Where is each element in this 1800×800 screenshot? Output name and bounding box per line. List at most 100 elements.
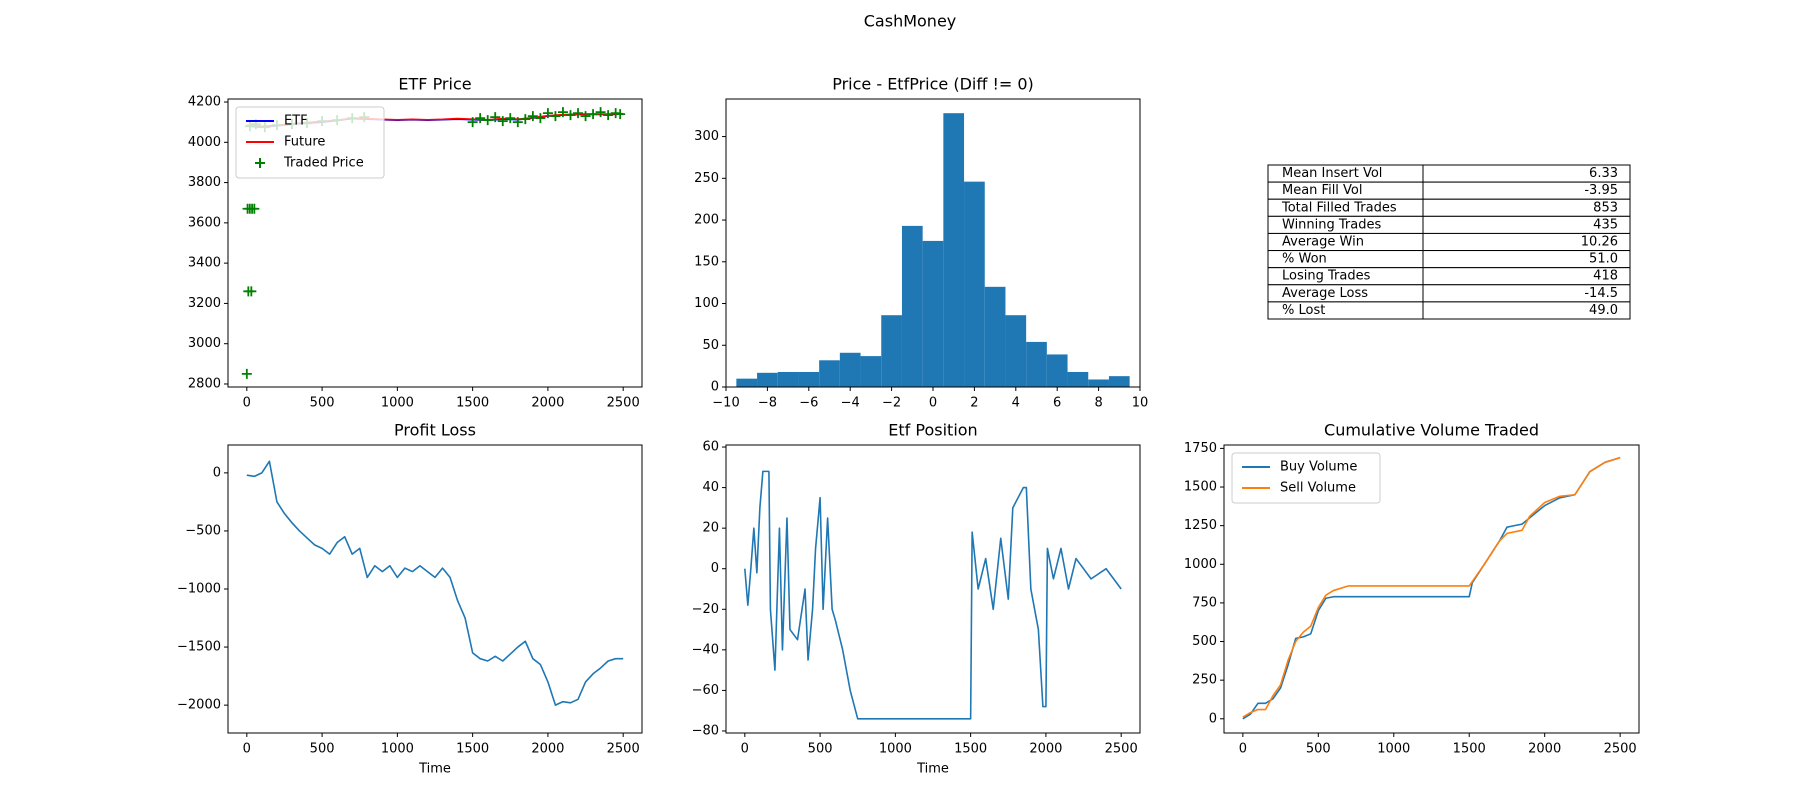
table-label: % Won xyxy=(1282,252,1327,267)
table-value: 853 xyxy=(1593,200,1618,215)
y-tick-label: 4200 xyxy=(188,95,221,110)
axes-frame xyxy=(1223,444,1640,734)
y-tick-label: −60 xyxy=(692,683,719,698)
table-value: 51.0 xyxy=(1589,252,1618,267)
table-value: 435 xyxy=(1593,217,1618,232)
series-line xyxy=(246,460,624,706)
x-tick-label: 500 xyxy=(310,742,335,757)
x-tick-label: −2 xyxy=(882,396,901,411)
table-label: % Lost xyxy=(1282,303,1325,318)
histogram-bar xyxy=(1026,341,1047,387)
legend-label: Traded Price xyxy=(283,156,364,171)
axes-frame xyxy=(725,98,1141,388)
axes-frame xyxy=(725,444,1141,734)
y-tick-label: 0 xyxy=(213,465,221,480)
y-tick-label: 0 xyxy=(711,380,719,395)
scatter-point xyxy=(520,114,531,125)
scatter-point xyxy=(588,109,599,120)
x-tick-label: −4 xyxy=(841,396,860,411)
scatter-point xyxy=(527,111,538,122)
legend-marker xyxy=(255,158,265,168)
x-tick-label: −10 xyxy=(712,396,739,411)
y-tick-label: 3000 xyxy=(188,336,221,351)
scatter-point xyxy=(557,107,568,118)
x-tick-label: 2500 xyxy=(1105,742,1138,757)
y-tick-label: 1250 xyxy=(1184,518,1217,533)
histogram-bar xyxy=(1088,379,1109,387)
histogram-bar xyxy=(901,225,923,387)
histogram-bar xyxy=(964,181,985,387)
x-tick-label: 500 xyxy=(808,742,833,757)
series-line xyxy=(1242,456,1621,718)
x-tick-label: 1000 xyxy=(381,396,414,411)
histogram-bar xyxy=(1067,371,1089,387)
histogram-bar xyxy=(943,113,965,387)
y-tick-label: −20 xyxy=(692,602,719,617)
x-tick-label: 1500 xyxy=(1453,742,1486,757)
histogram-bar xyxy=(736,378,758,387)
scatter-point xyxy=(595,107,606,118)
y-tick-label: 0 xyxy=(711,561,719,576)
scatter-point xyxy=(603,110,614,121)
axes-title: ETF Price xyxy=(398,75,471,94)
legend-label: ETF xyxy=(284,114,308,129)
scatter-point xyxy=(535,113,546,124)
y-tick-label: −1500 xyxy=(177,640,221,655)
table-label: Average Win xyxy=(1282,235,1364,250)
x-tick-label: 2500 xyxy=(607,742,640,757)
scatter-point xyxy=(241,368,252,379)
series-line xyxy=(1242,456,1621,720)
y-tick-label: −1000 xyxy=(177,582,221,597)
x-tick-label: 8 xyxy=(1094,396,1102,411)
histogram-bar xyxy=(1108,376,1130,387)
scatter-point xyxy=(573,108,584,119)
x-tick-label: 2500 xyxy=(607,396,640,411)
y-tick-label: −80 xyxy=(692,723,719,738)
x-tick-label: 2 xyxy=(970,396,978,411)
scatter-point xyxy=(490,112,501,123)
x-tick-label: 1000 xyxy=(381,742,414,757)
legend-label: Sell Volume xyxy=(1280,481,1356,496)
histogram-bar xyxy=(777,371,799,387)
table-label: Average Loss xyxy=(1282,286,1368,301)
table-label: Total Filled Trades xyxy=(1281,200,1397,215)
scatter-point xyxy=(246,286,257,297)
x-tick-label: 0 xyxy=(243,742,251,757)
x-tick-label: 2000 xyxy=(531,396,564,411)
scatter-point xyxy=(482,115,493,126)
x-tick-label: 2500 xyxy=(1604,742,1637,757)
table-value: 6.33 xyxy=(1589,166,1618,181)
y-tick-label: 1000 xyxy=(1184,557,1217,572)
axes-title: Cumulative Volume Traded xyxy=(1324,421,1539,440)
y-tick-label: 3400 xyxy=(188,256,221,271)
x-tick-label: 1500 xyxy=(954,742,987,757)
histogram-bar xyxy=(1046,354,1068,387)
scatter-point xyxy=(550,111,561,122)
x-tick-label: 1000 xyxy=(1377,742,1410,757)
table-label: Losing Trades xyxy=(1282,269,1371,284)
axes-frame xyxy=(227,444,643,734)
y-tick-label: 40 xyxy=(702,480,719,495)
x-axis-label: Time xyxy=(916,762,949,777)
scatter-point xyxy=(610,108,621,119)
y-tick-label: 20 xyxy=(702,521,719,536)
x-tick-label: −6 xyxy=(799,396,818,411)
figure-title: CashMoney xyxy=(864,12,957,31)
histogram-bar xyxy=(839,352,861,387)
y-tick-label: 3800 xyxy=(188,175,221,190)
y-tick-label: 2800 xyxy=(188,376,221,391)
histogram-bar xyxy=(860,356,882,387)
y-tick-label: −500 xyxy=(185,523,221,538)
table-label: Winning Trades xyxy=(1282,217,1381,232)
x-tick-label: 500 xyxy=(310,396,335,411)
histogram-bar xyxy=(757,372,778,387)
histogram-bar xyxy=(881,315,902,387)
scatter-point xyxy=(475,113,486,124)
x-axis-label: Time xyxy=(418,762,451,777)
scatter-point xyxy=(512,117,523,128)
x-tick-label: 1000 xyxy=(879,742,912,757)
legend-label: Future xyxy=(284,135,325,150)
y-tick-label: 250 xyxy=(694,171,719,186)
y-tick-label: 4000 xyxy=(188,135,221,150)
x-tick-label: 2000 xyxy=(531,742,564,757)
